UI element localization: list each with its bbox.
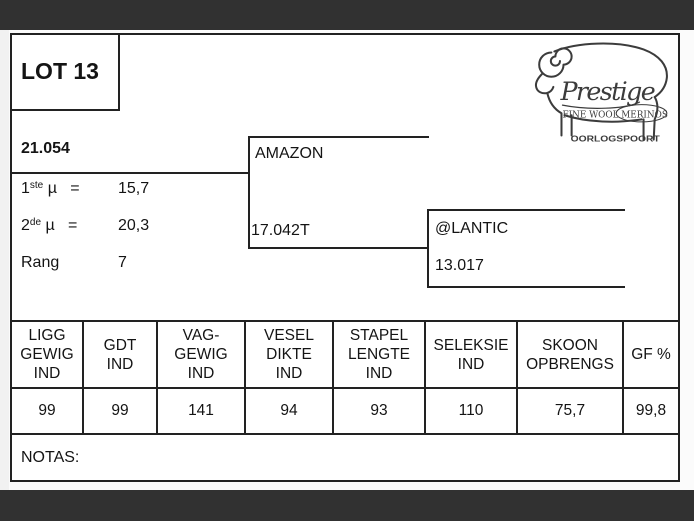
stat-value: 15,7 <box>118 180 150 197</box>
index-table: LIGG GEWIG IND GDT IND VAG- GEWIG IND VE… <box>12 320 678 435</box>
index-table-value-row: 99 99 141 94 93 110 75,7 99,8 <box>12 388 678 434</box>
grandsire-id: 13.017 <box>435 257 484 274</box>
logo-brand-text: Prestige <box>559 76 655 106</box>
animal-id-underline <box>12 172 248 174</box>
logo-stud-name-text: OORLOGSPOORT <box>571 135 660 144</box>
column-header: SELEKSIE IND <box>425 321 518 389</box>
lot-number-box: LOT 13 <box>12 35 120 111</box>
pedigree-line <box>427 286 625 288</box>
index-table-header-row: LIGG GEWIG IND GDT IND VAG- GEWIG IND VE… <box>12 321 678 389</box>
index-value: 99,8 <box>635 402 667 419</box>
slide-left-edge <box>0 30 9 490</box>
pedigree-line <box>248 136 250 249</box>
ram-line-art-icon: Prestige FINE WOOL MERINOS OORLOGSPOORT <box>534 42 668 144</box>
column-header: SKOON OPBRENGS <box>517 321 624 389</box>
index-value: 99 <box>12 388 84 434</box>
letterbox-bottom <box>0 490 694 521</box>
stat-label: Rang <box>21 254 60 271</box>
column-header: LIGG GEWIG IND <box>12 321 84 389</box>
pedigree-line <box>427 209 625 211</box>
pedigree-line <box>248 247 429 249</box>
pedigree-line <box>248 136 429 138</box>
stat-value: 7 <box>118 254 127 271</box>
lot-card: LOT 13 21.054 1ste µ = 15,7 2de µ = 20,3… <box>10 33 680 482</box>
stat-value: 20,3 <box>118 217 150 234</box>
animal-id: 21.054 <box>21 140 70 157</box>
index-value: 75,7 <box>517 388 624 434</box>
pedigree-line <box>427 209 429 288</box>
sire-id: 17.042T <box>251 222 310 239</box>
column-header: STAPEL LENGTE IND <box>333 321 426 389</box>
stat-row-rank: Rang 7 <box>12 254 432 276</box>
lot-number-label: LOT 13 <box>21 58 99 84</box>
column-header: VAG- GEWIG IND <box>157 321 246 389</box>
column-header: VESEL DIKTE IND <box>245 321 334 389</box>
index-value: 93 <box>333 388 426 434</box>
column-header: GDT IND <box>83 321 158 389</box>
index-value: 110 <box>425 388 518 434</box>
stat-row-second-micron: 2de µ = 20,3 <box>12 217 432 239</box>
stat-label: 2de µ = <box>21 217 78 234</box>
index-value: 141 <box>157 388 246 434</box>
index-value: 99 <box>83 388 158 434</box>
notes-section: NOTAS: <box>12 439 678 480</box>
stat-label: 1ste µ = <box>21 180 80 197</box>
column-header: GF % <box>623 321 678 389</box>
letterbox-top <box>0 0 694 30</box>
logo-tagline-text: FINE WOOL MERINOS <box>563 110 668 120</box>
stat-row-first-micron: 1ste µ = 15,7 <box>12 180 432 202</box>
index-value: 94 <box>245 388 334 434</box>
notes-label: NOTAS: <box>21 449 80 466</box>
sire-name: AMAZON <box>255 145 324 162</box>
grandsire-name: @LANTIC <box>435 220 509 237</box>
prestige-stud-logo: Prestige FINE WOOL MERINOS OORLOGSPOORT <box>524 40 678 148</box>
